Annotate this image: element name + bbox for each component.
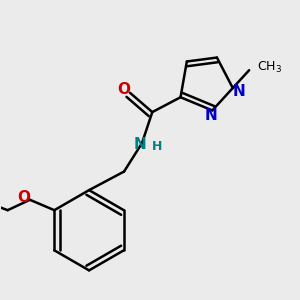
Text: N: N xyxy=(232,83,245,98)
Text: H: H xyxy=(152,140,163,153)
Text: N: N xyxy=(204,108,217,123)
Text: O: O xyxy=(117,82,130,97)
Text: CH$_3$: CH$_3$ xyxy=(257,60,283,75)
Text: N: N xyxy=(133,137,146,152)
Text: O: O xyxy=(17,190,30,205)
